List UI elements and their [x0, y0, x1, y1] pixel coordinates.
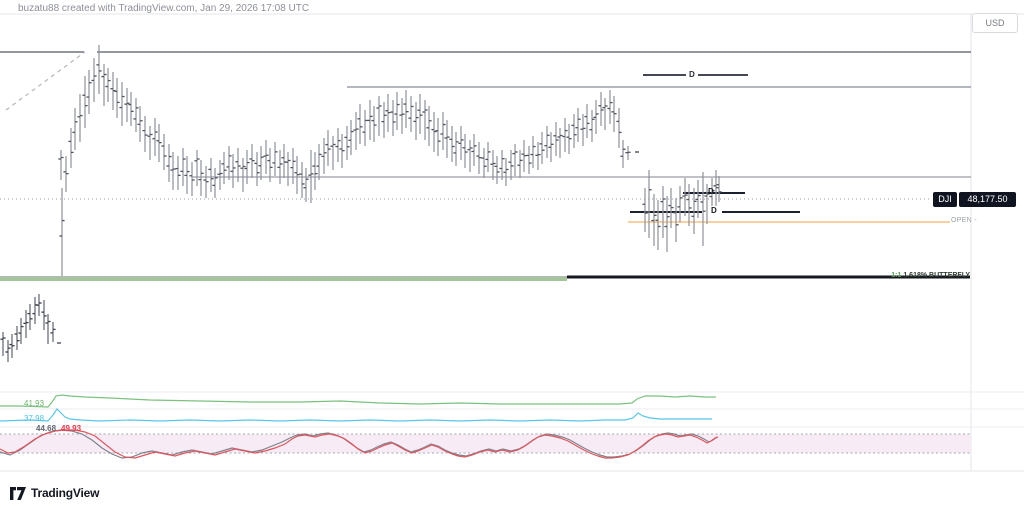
symbol-price-label: DJI [933, 192, 957, 207]
indicator-gray-value: 44.68 [36, 424, 57, 433]
watermark-text: buzatu88 created with TradingView.com, J… [18, 3, 310, 14]
indicator-red-value: 49.93 [61, 424, 82, 433]
tradingview-logo-icon [10, 486, 26, 500]
pattern-d-label-top: D [686, 70, 698, 79]
tradingview-logo-text: TradingView [31, 486, 100, 500]
butterfly-name: 1.618% BUTTERFLY [903, 272, 970, 279]
indicator-blue-value: 37.98 [24, 414, 45, 423]
open-line-label: OPEN - [951, 217, 977, 224]
last-price-label: 48,177.50 [959, 192, 1016, 207]
indicator-green-value: 41.93 [24, 399, 45, 408]
butterfly-line-label: 1:1 1.618% BUTTERFLY [891, 272, 970, 279]
pattern-d-label-low: D [709, 206, 719, 215]
tradingview-logo[interactable]: TradingView [10, 486, 99, 500]
butterfly-ratio: 1:1 [891, 272, 902, 279]
currency-toggle-button[interactable]: USD [972, 13, 1018, 33]
pattern-d-label-mid: D [708, 187, 714, 196]
